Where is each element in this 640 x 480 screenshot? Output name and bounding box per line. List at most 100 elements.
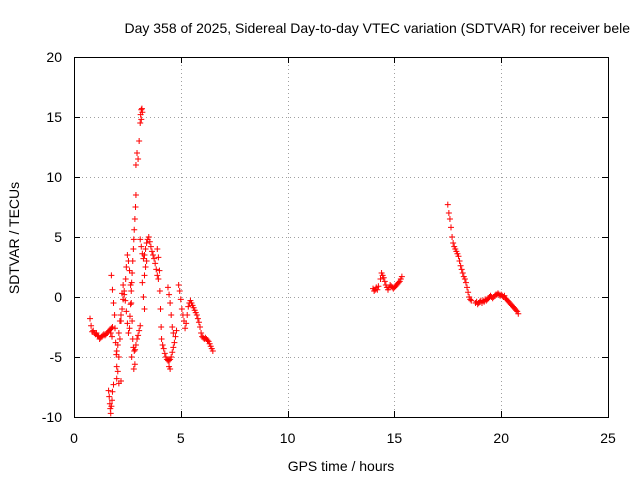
data-point bbox=[128, 354, 135, 360]
data-point bbox=[446, 216, 453, 222]
data-point bbox=[141, 252, 148, 258]
data-point bbox=[377, 276, 384, 282]
data-point bbox=[126, 325, 133, 332]
data-points bbox=[87, 105, 522, 417]
data-point bbox=[134, 150, 141, 156]
data-point bbox=[458, 266, 465, 273]
data-point bbox=[449, 234, 456, 240]
data-point bbox=[126, 267, 133, 274]
data-point bbox=[146, 238, 153, 245]
data-point bbox=[127, 282, 134, 288]
data-point bbox=[166, 291, 173, 298]
data-point bbox=[155, 276, 162, 282]
data-point bbox=[87, 315, 94, 322]
data-point bbox=[132, 342, 139, 348]
data-point bbox=[380, 274, 387, 281]
data-point bbox=[175, 282, 182, 288]
data-point bbox=[154, 272, 161, 279]
data-point bbox=[164, 284, 171, 291]
data-point bbox=[194, 315, 201, 322]
data-point bbox=[182, 325, 189, 332]
data-point bbox=[168, 312, 175, 318]
data-point bbox=[169, 324, 176, 330]
data-point bbox=[513, 307, 520, 314]
data-point bbox=[143, 258, 150, 264]
data-point bbox=[459, 270, 466, 276]
data-point bbox=[124, 252, 131, 258]
data-point bbox=[168, 354, 175, 360]
data-point bbox=[115, 380, 122, 387]
data-point bbox=[125, 258, 132, 264]
data-point bbox=[130, 246, 137, 252]
y-tick-label: 5 bbox=[54, 229, 62, 245]
data-point bbox=[170, 344, 177, 351]
data-point bbox=[94, 332, 101, 339]
data-point bbox=[158, 336, 165, 342]
data-point bbox=[129, 318, 136, 324]
data-point bbox=[107, 410, 114, 417]
data-point bbox=[444, 201, 451, 208]
data-point bbox=[468, 297, 475, 304]
data-point bbox=[195, 319, 202, 326]
data-point bbox=[173, 327, 180, 334]
data-point bbox=[130, 236, 137, 243]
data-point bbox=[108, 403, 115, 410]
data-point bbox=[137, 120, 144, 126]
data-point bbox=[455, 253, 462, 260]
data-point bbox=[381, 278, 388, 285]
grid bbox=[74, 57, 608, 417]
data-point bbox=[132, 192, 139, 198]
data-point bbox=[154, 246, 161, 252]
data-point bbox=[117, 312, 124, 318]
data-point bbox=[456, 258, 463, 264]
data-point bbox=[153, 266, 160, 273]
data-point bbox=[123, 264, 130, 270]
data-point bbox=[371, 288, 378, 294]
chart-title: Day 358 of 2025, Sidereal Day-to-day VTE… bbox=[124, 20, 630, 36]
data-point bbox=[122, 297, 129, 304]
data-point bbox=[131, 361, 138, 368]
data-point bbox=[121, 288, 128, 294]
data-point bbox=[113, 375, 120, 382]
data-point bbox=[445, 210, 452, 216]
data-point bbox=[167, 300, 174, 306]
data-point bbox=[176, 288, 183, 294]
data-point bbox=[131, 216, 138, 222]
data-point bbox=[120, 282, 127, 288]
x-tick-label: 0 bbox=[70, 430, 78, 446]
x-tick-label: 10 bbox=[280, 430, 296, 446]
data-point bbox=[137, 236, 144, 243]
data-point bbox=[109, 397, 116, 404]
data-point bbox=[160, 345, 167, 352]
data-point bbox=[184, 312, 191, 318]
data-point bbox=[122, 276, 129, 282]
axis-ticks: 0 5 10 15 20 25 -10 -5 0 5 10 15 20 bbox=[42, 49, 616, 446]
data-point bbox=[166, 363, 173, 370]
data-point bbox=[166, 357, 173, 364]
data-point bbox=[88, 322, 95, 329]
y-tick-label: 20 bbox=[46, 49, 62, 65]
data-point bbox=[125, 330, 132, 336]
data-point bbox=[145, 234, 152, 240]
data-point bbox=[128, 288, 135, 294]
data-point bbox=[110, 381, 117, 388]
data-point bbox=[135, 332, 142, 339]
data-point bbox=[139, 109, 146, 116]
data-point bbox=[159, 342, 166, 348]
x-tick-label: 20 bbox=[493, 430, 509, 446]
data-point bbox=[123, 308, 130, 315]
data-point bbox=[398, 273, 405, 280]
data-point bbox=[157, 306, 164, 312]
data-point bbox=[147, 243, 154, 250]
data-point bbox=[132, 162, 139, 168]
data-point bbox=[131, 226, 138, 233]
data-point bbox=[177, 296, 184, 303]
data-point bbox=[106, 393, 113, 400]
data-point bbox=[131, 348, 138, 354]
data-point bbox=[124, 320, 131, 327]
data-point bbox=[114, 342, 121, 348]
data-point bbox=[158, 324, 165, 330]
data-point bbox=[116, 318, 123, 324]
data-point bbox=[140, 294, 147, 300]
